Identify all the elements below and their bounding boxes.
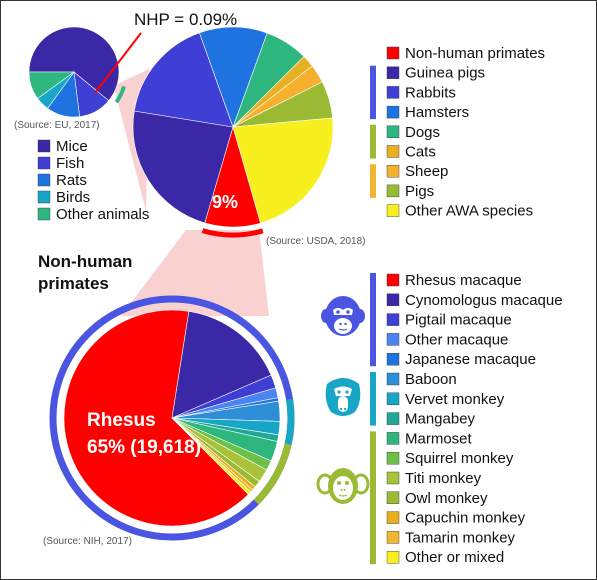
usda-group-bar-2 [370, 124, 376, 159]
eu-pie-chart [28, 26, 126, 118]
usda-label-hamsters: Hamsters [405, 104, 469, 121]
nih-label-japanese-macaque: Japanese macaque [405, 351, 536, 368]
nih-label-other-or-mixed: Other or mixed [405, 549, 504, 566]
nih-swatch-vervet-monkey [386, 392, 400, 405]
nih-swatch-mangabey [386, 412, 400, 425]
nih-swatch-pigtail-macaque [386, 313, 400, 326]
usda-label-other-awa-species: Other AWA species [405, 203, 533, 220]
nih-highlight-line2: 65% (19,618) [87, 437, 201, 458]
eu-label-other-animals: Other animals [56, 206, 149, 223]
nih-group-bar-3 [370, 431, 376, 565]
eu-slice-other-animals [28, 71, 75, 99]
nih-title-line2: primates [38, 274, 109, 293]
usda-swatch-non-human-primates [386, 46, 400, 60]
nih-swatch-squirrel-monkey [386, 452, 400, 465]
nih-swatch-japanese-macaque [386, 353, 400, 366]
nih-highlight-line1: Rhesus [87, 410, 156, 431]
nih-source: (Source: NIH, 2017) [43, 536, 132, 547]
usda-swatch-cats [386, 145, 400, 158]
nih-swatch-baboon [386, 372, 400, 386]
nih-swatch-rhesus-macaque [386, 273, 400, 287]
nih-swatch-cynomologus-macaque [386, 293, 400, 306]
nih-slice-cynomologus-macaque [171, 310, 272, 419]
nih-swatch-marmoset [386, 432, 400, 445]
nih-ring-group-2 [284, 398, 295, 445]
usda-to-nih-band [121, 230, 269, 316]
eu-label-fish: Fish [56, 155, 84, 172]
usda-label-guinea-pigs: Guinea pigs [405, 65, 485, 82]
usda-slice-other-awa-species [232, 117, 334, 224]
nhp-annotation-pointer [94, 32, 142, 94]
nih-label-marmoset: Marmoset [405, 430, 473, 447]
usda-swatch-other-awa-species [386, 204, 400, 217]
usda-label-pigs: Pigs [405, 183, 434, 200]
eu-swatch-rats [37, 173, 51, 187]
usda-swatch-pigs [386, 184, 400, 198]
usda-nhp-arc [201, 228, 264, 238]
eu-swatch-mice [37, 139, 51, 153]
eu-label-rats: Rats [56, 172, 87, 189]
baboon-face-icon [325, 378, 361, 416]
nih-label-owl-monkey: Owl monkey [405, 490, 488, 507]
eu-source: (Source: EU, 2017) [14, 120, 100, 131]
eu-other-animals-arc [114, 85, 126, 104]
usda-swatch-dogs [386, 125, 400, 139]
usda-slice-hamsters [199, 26, 268, 128]
nih-label-pigtail-macaque: Pigtail macaque [405, 312, 512, 329]
nih-label-vervet-monkey: Vervet monkey [405, 391, 505, 408]
nih-pie-chart [49, 295, 295, 541]
eu-swatch-other-animals [37, 207, 51, 221]
nih-swatch-owl-monkey [386, 491, 400, 504]
usda-label-dogs: Dogs [405, 124, 440, 141]
nih-label-mangabey: Mangabey [405, 411, 476, 428]
usda-legend: Non-human primates Guinea pigs Rabbits Hams… [370, 45, 545, 220]
eu-label-birds: Birds [56, 189, 90, 206]
usda-swatch-sheep [386, 164, 400, 178]
nih-label-cynomologus-macaque: Cynomologus macaque [405, 292, 563, 309]
eu-swatch-birds [37, 190, 51, 204]
usda-group-bar-1 [370, 65, 376, 120]
usda-highlight-label: 9% [212, 192, 238, 212]
usda-pie-chart [132, 26, 334, 238]
nih-swatch-capuchin-monkey [386, 511, 400, 524]
nih-slice-rhesus-macaque [63, 309, 249, 527]
nih-label-rhesus-macaque: Rhesus macaque [405, 272, 522, 289]
usda-label-cats: Cats [405, 144, 436, 161]
usda-label-sheep: Sheep [405, 163, 448, 180]
usda-swatch-rabbits [386, 86, 400, 99]
nih-swatch-other-or-mixed [386, 551, 400, 564]
new-world-monkey-face-icon [316, 468, 370, 504]
usda-slice-guinea-pigs [132, 110, 234, 224]
nih-group-bar-2 [370, 372, 376, 426]
nih-legend: Rhesus macaque Cynomologus macaque Pigtail… [370, 272, 563, 566]
eu-swatch-fish [37, 156, 51, 170]
macaque-face-icon [321, 296, 365, 336]
nih-label-other-macaque: Other macaque [405, 331, 508, 348]
nih-label-titi-monkey: Titi monkey [405, 470, 482, 487]
nih-swatch-tamarin-monkey [386, 531, 400, 544]
usda-group-bar-3 [370, 164, 376, 198]
usda-label-non-human-primates: Non-human primates [405, 45, 545, 62]
eu-slice-mice [28, 26, 120, 102]
eu-label-mice: Mice [56, 138, 88, 155]
nih-slice-other-or-mixed [171, 417, 252, 495]
nih-swatch-other-macaque [386, 333, 400, 346]
nhp-annotation: NHP = 0.09% [134, 10, 237, 29]
nih-ring-group-3 [253, 443, 292, 505]
nih-label-squirrel-monkey: Squirrel monkey [405, 450, 514, 467]
usda-slice-rabbits [133, 32, 234, 128]
nih-label-tamarin-monkey: Tamarin monkey [405, 529, 516, 546]
usda-label-rabbits: Rabbits [405, 84, 456, 101]
nih-group-bar-1 [370, 273, 376, 367]
nih-swatch-titi-monkey [386, 471, 400, 485]
usda-swatch-guinea-pigs [386, 66, 400, 79]
usda-source: (Source: USDA, 2018) [266, 236, 366, 247]
nih-label-capuchin-monkey: Capuchin monkey [405, 510, 526, 527]
nih-label-baboon: Baboon [405, 371, 457, 388]
nih-title-line1: Non-human [38, 252, 132, 271]
usda-swatch-hamsters [386, 105, 400, 119]
